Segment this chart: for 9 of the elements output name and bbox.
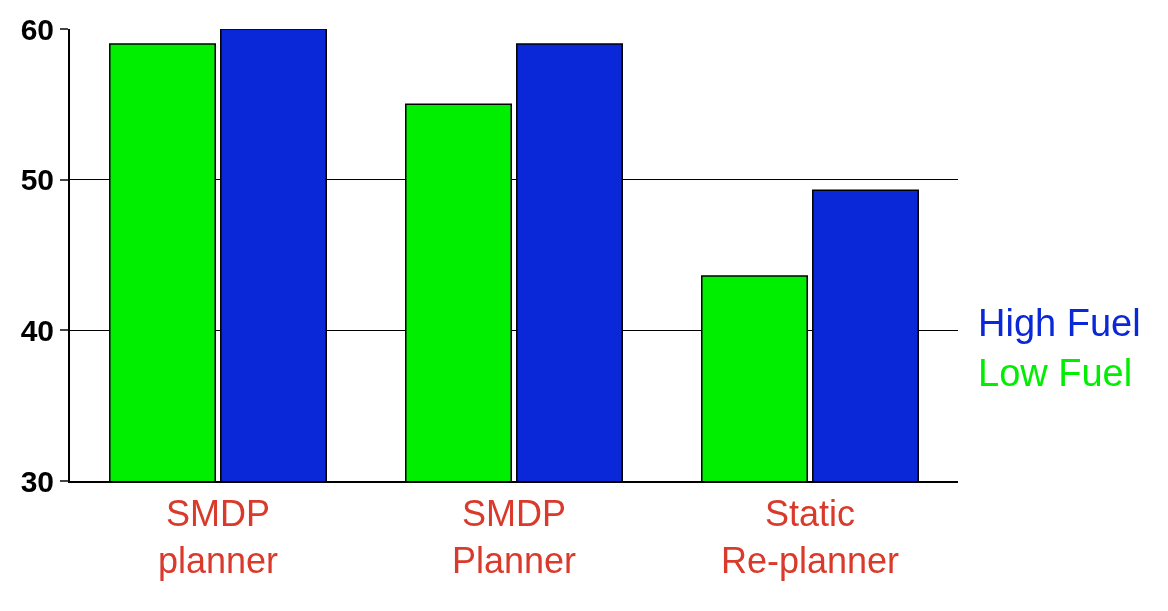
x-tick-label: Static Re-planner xyxy=(720,493,900,581)
y-tick-label: 60 xyxy=(20,12,54,46)
y-tick-label: 50 xyxy=(20,163,54,197)
y-tick-label: 40 xyxy=(20,313,54,347)
series-label: High Fuel xyxy=(978,302,1141,344)
x-tick-label: SMDP planner xyxy=(157,493,279,581)
x-tick-label: SMDP Planner xyxy=(451,493,577,581)
text: Low Fuel xyxy=(978,352,1133,394)
y-tick-label: 30 xyxy=(20,464,54,498)
